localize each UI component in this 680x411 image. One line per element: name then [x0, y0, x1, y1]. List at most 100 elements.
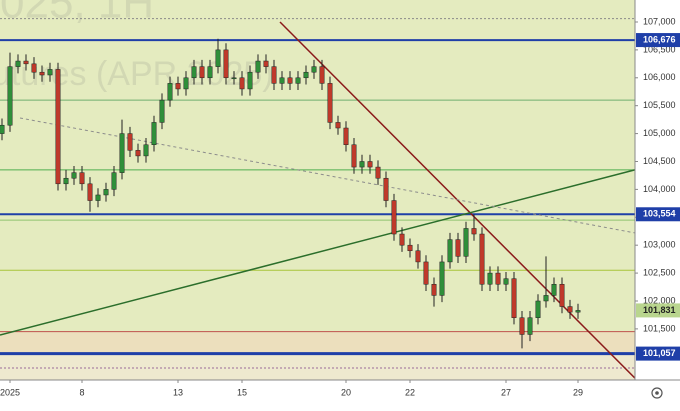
- candle-body: [0, 124, 5, 134]
- candle-body: [311, 66, 317, 73]
- candle-body: [31, 63, 37, 73]
- price-tag-label: 106,676: [643, 34, 676, 44]
- y-tick-label: 107,000: [643, 16, 676, 26]
- x-tick-label: 2025: [0, 387, 20, 397]
- candle-body: [111, 172, 117, 190]
- candle-body: [183, 77, 189, 90]
- candle-body: [47, 69, 53, 76]
- candle-body: [207, 66, 213, 79]
- candle-body: [503, 278, 509, 285]
- candle-body: [103, 189, 109, 196]
- price-tag-label: 103,554: [643, 209, 676, 219]
- price-tag-label: 101,057: [643, 348, 676, 358]
- candle-body: [575, 310, 581, 313]
- candle-body: [375, 166, 381, 179]
- y-tick-label: 105,500: [643, 100, 676, 110]
- candle-body: [567, 306, 573, 313]
- candle-body: [39, 71, 45, 76]
- candle-body: [7, 66, 13, 126]
- candle-body: [359, 161, 365, 168]
- candle-body: [559, 283, 565, 307]
- candle-body: [431, 283, 437, 296]
- x-tick-label: 8: [79, 387, 84, 397]
- candle-body: [471, 228, 477, 235]
- candle-body: [511, 278, 517, 318]
- candle-body: [247, 71, 253, 90]
- candle-body: [487, 272, 493, 285]
- candle-body: [159, 99, 165, 123]
- price-tag: [636, 33, 680, 48]
- candle-body: [63, 177, 69, 185]
- candle-body: [15, 60, 21, 67]
- candle-body: [327, 83, 333, 123]
- candle-body: [175, 83, 181, 90]
- candle-body: [391, 200, 397, 235]
- y-tick-label: 106,500: [643, 44, 676, 54]
- price-tag: [636, 207, 680, 222]
- candle-body: [295, 77, 301, 84]
- candle-body: [551, 283, 557, 296]
- x-tick-label: 27: [501, 387, 511, 397]
- x-tick-label: 15: [237, 387, 247, 397]
- candle-body: [287, 77, 293, 84]
- candle-body: [319, 66, 325, 84]
- x-tick-label: 22: [405, 387, 415, 397]
- y-tick-label: 102,000: [643, 295, 676, 305]
- candle-body: [239, 77, 245, 90]
- candle-body: [191, 66, 197, 79]
- candle-body: [455, 239, 461, 257]
- y-tick-label: 104,500: [643, 156, 676, 166]
- candle-body: [463, 228, 469, 257]
- candle-body: [303, 71, 309, 79]
- watermark: 025, 1H: [0, 0, 154, 28]
- candle-body: [79, 172, 85, 185]
- candle-body: [215, 49, 221, 67]
- settings-icon[interactable]: [651, 387, 663, 399]
- candle-body: [495, 272, 501, 285]
- y-tick-label: 105,000: [643, 128, 676, 138]
- y-tick-label: 102,500: [643, 267, 676, 277]
- trend-line: [0, 169, 635, 336]
- y-tick-label: 101,500: [643, 323, 676, 333]
- candle-body: [399, 233, 405, 246]
- band: [0, 353, 635, 380]
- candle-body: [255, 60, 261, 73]
- candle-body: [199, 66, 205, 79]
- candle-body: [167, 83, 173, 101]
- candle-body: [271, 66, 277, 84]
- candle-body: [279, 77, 285, 84]
- candle-body: [519, 317, 525, 335]
- candle-body: [119, 133, 125, 173]
- candle-body: [55, 69, 61, 185]
- candle-body: [367, 161, 373, 168]
- candle-body: [71, 172, 77, 179]
- x-tick-label: 13: [173, 387, 183, 397]
- candle-body: [23, 60, 29, 65]
- candle-body: [543, 295, 549, 302]
- price-tag: [636, 303, 680, 318]
- candle-body: [127, 133, 133, 151]
- candle-body: [535, 300, 541, 318]
- band: [0, 331, 635, 354]
- candle-body: [423, 261, 429, 285]
- price-tag-label: 101,831: [643, 305, 676, 315]
- y-tick-label: 104,000: [643, 184, 676, 194]
- candle-body: [479, 233, 485, 285]
- x-tick-label: 29: [573, 387, 583, 397]
- band: [0, 0, 635, 332]
- candle-body: [223, 49, 229, 79]
- candle-body: [231, 77, 237, 80]
- candle-body: [343, 127, 349, 145]
- candle-body: [151, 122, 157, 145]
- candle-body: [143, 144, 149, 157]
- candle-body: [335, 122, 341, 129]
- candle-body: [263, 60, 269, 67]
- price-tag: [636, 346, 680, 361]
- candle-body: [415, 250, 421, 263]
- y-tick-label: 106,000: [643, 72, 676, 82]
- candle-body: [439, 261, 445, 296]
- x-tick-label: 20: [341, 387, 351, 397]
- candle-body: [383, 177, 389, 201]
